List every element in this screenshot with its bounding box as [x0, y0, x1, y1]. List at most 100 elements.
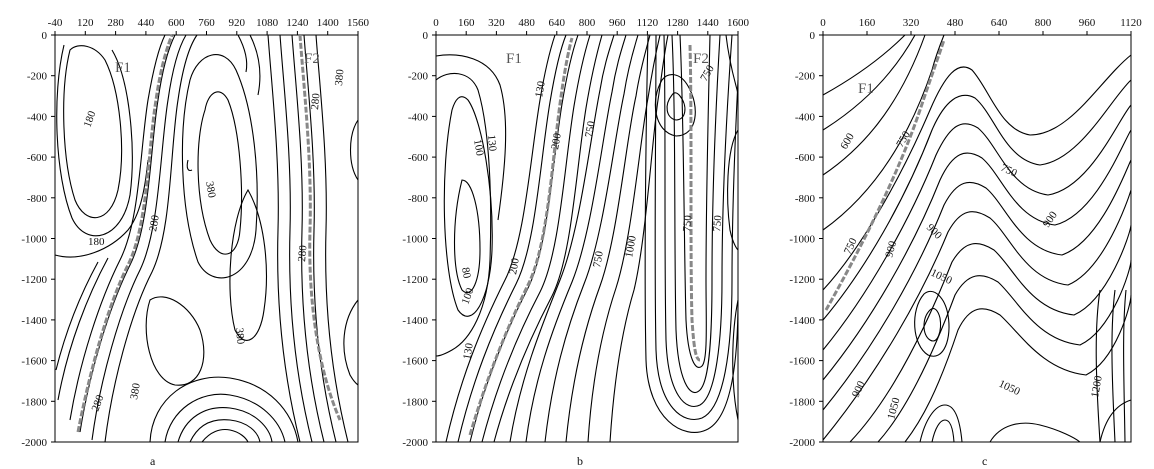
x-tick-label: 0 — [433, 17, 439, 29]
y-tick-label: -400 — [408, 111, 429, 123]
x-tick-label: 0 — [820, 17, 826, 29]
y-tick-label: -200 — [795, 71, 816, 83]
x-tick-label: 480 — [947, 17, 964, 29]
contour-label: 200 — [507, 257, 522, 276]
contour-line — [989, 422, 1081, 443]
x-tick-label: 480 — [518, 17, 535, 29]
x-tick-label: 1440 — [697, 17, 720, 29]
contour-line — [923, 307, 942, 342]
contour-label: 750 — [591, 250, 606, 269]
contour-line — [69, 34, 166, 421]
contour-line — [189, 419, 261, 443]
panel-label-a: a — [150, 454, 156, 468]
contour-line — [291, 34, 325, 443]
contour-labels-c: 600 750 750 900 900 900 750 1050 1050 90… — [838, 129, 1105, 421]
x-tick-label: 920 — [229, 17, 246, 29]
y-tick-label: -800 — [27, 193, 48, 205]
y-tick-label: -1800 — [402, 396, 428, 408]
x-tick-label: 440 — [138, 17, 155, 29]
y-tick-label: 0 — [42, 30, 48, 42]
y-tick-label: -1200 — [789, 274, 815, 286]
x-tick-label: 320 — [903, 17, 920, 29]
fault-label-f1: F1 — [115, 60, 131, 76]
contour-line — [201, 428, 249, 443]
contour-line — [63, 45, 123, 219]
contour-line — [931, 419, 955, 443]
x-tick-label: 1120 — [637, 17, 659, 29]
x-tick-label: 960 — [1079, 17, 1096, 29]
contour-line — [104, 34, 198, 443]
contour-line — [445, 34, 556, 443]
y-tick-label: -1400 — [789, 315, 815, 327]
contour-line — [149, 376, 299, 443]
contour-lines-b — [435, 34, 739, 443]
x-tick-label: -40 — [48, 17, 63, 29]
contour-label: 100 — [460, 286, 477, 306]
y-tick-label: -600 — [795, 152, 816, 164]
contour-line — [57, 257, 109, 401]
y-tick-label: -2000 — [21, 437, 47, 449]
contour-line — [435, 54, 507, 221]
contour-labels-b: 130 130 100 200 750 750 750 80 200 750 1… — [459, 63, 724, 361]
contour-line — [237, 34, 248, 73]
x-tick-label: 1120 — [1120, 17, 1142, 29]
x-tick-label: 800 — [1035, 17, 1052, 29]
contour-line — [229, 188, 267, 341]
contour-line — [544, 34, 639, 443]
x-tick-label: 960 — [609, 17, 626, 29]
y-tick-label: -600 — [27, 152, 48, 164]
y-tick-label: -600 — [408, 152, 429, 164]
contour-line — [822, 34, 906, 96]
fault-traces-b — [468, 37, 701, 436]
y-tick-label: -200 — [27, 71, 48, 83]
contour-label: 80 — [459, 266, 473, 279]
contour-label: 750 — [711, 214, 724, 232]
contour-line — [1111, 289, 1116, 443]
contour-label: 380 — [333, 68, 346, 86]
contour-labels-a: 180 180 380 280 380 280 380 280 380 280 — [82, 68, 347, 413]
fault-label-f2: F2 — [693, 51, 709, 67]
contour-line — [822, 34, 945, 231]
y-tick-label: -1600 — [21, 356, 47, 368]
x-tick-label: 1080 — [256, 17, 279, 29]
y-tick-label: 0 — [810, 30, 816, 42]
y-tick-label: -1800 — [789, 396, 815, 408]
y-axis-a: 0 -200 -400 -600 -800 -1000 -1200 -1400 -1600 -18… — [21, 30, 55, 449]
x-tick-label: 320 — [488, 17, 505, 29]
contour-line — [1123, 289, 1127, 443]
contour-line — [315, 34, 349, 443]
contour-line — [186, 159, 193, 172]
contour-line — [919, 404, 963, 443]
contour-line — [197, 91, 243, 255]
fault-label-f1: F1 — [506, 51, 522, 67]
contour-label: 380 — [203, 180, 218, 199]
contour-label: 200 — [549, 132, 564, 151]
contour-label: 900 — [883, 239, 899, 259]
contour-label: 280 — [296, 244, 309, 262]
contour-line — [914, 290, 950, 357]
contour-line — [249, 34, 261, 96]
panel-label-b: b — [577, 454, 583, 468]
y-tick-label: -800 — [795, 193, 816, 205]
y-tick-label: -400 — [27, 111, 48, 123]
x-tick-label: 160 — [458, 17, 475, 29]
contour-line — [343, 299, 359, 386]
contour-line — [822, 159, 1132, 411]
x-tick-label: 600 — [168, 17, 185, 29]
contour-line — [822, 129, 1132, 381]
contour-line — [822, 79, 1132, 321]
contour-line — [822, 34, 916, 131]
fault-trace-f1 — [824, 39, 946, 311]
contour-line — [54, 159, 149, 258]
contour-line — [666, 92, 686, 121]
contour-label: 130 — [485, 134, 498, 152]
contour-label: 180 — [88, 236, 105, 248]
y-axis-b: 0 -200 -400 -600 -800 -1000 -1200 -1400 -1600 -18… — [402, 30, 436, 449]
contour-label: 280 — [309, 92, 322, 110]
contour-line — [1095, 289, 1101, 443]
y-tick-label: -1000 — [21, 234, 47, 246]
contour-line — [509, 34, 615, 443]
contour-line — [654, 74, 696, 137]
contour-line — [679, 34, 711, 368]
fault-trace-f1 — [76, 34, 174, 433]
